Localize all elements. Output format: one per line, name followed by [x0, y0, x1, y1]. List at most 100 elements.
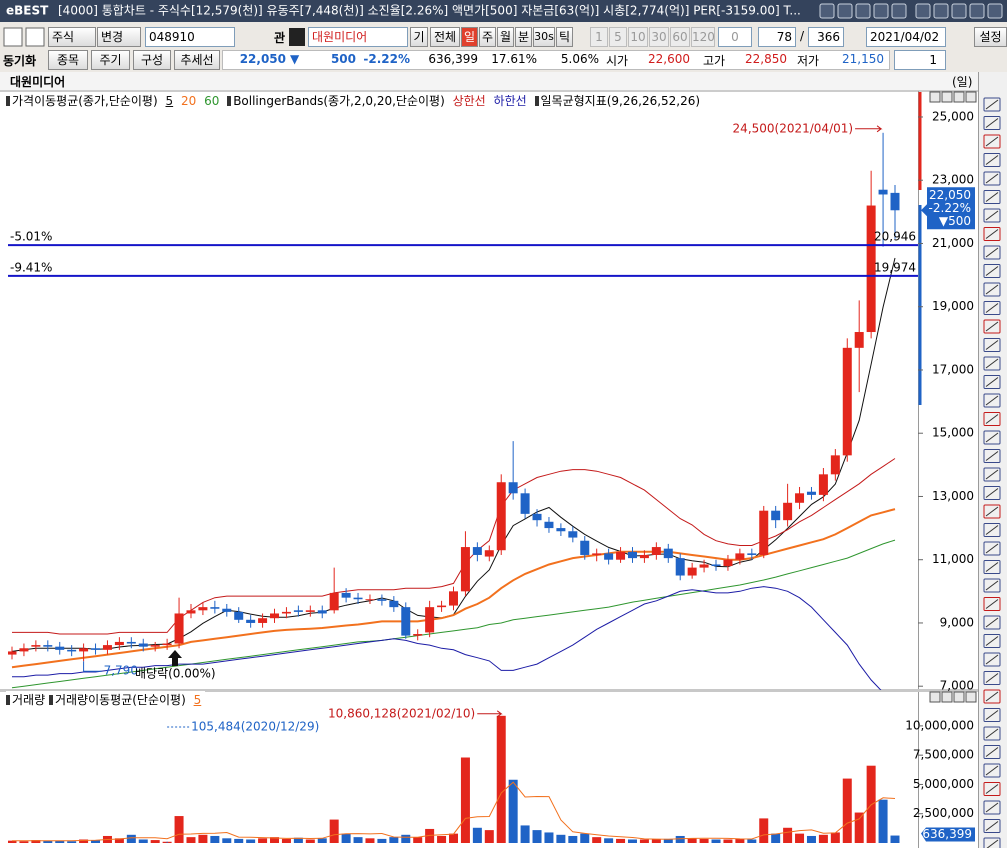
- candle-body: [890, 192, 900, 211]
- price-badge: [921, 187, 975, 230]
- flag[interactable]: 관: [274, 31, 286, 45]
- window-button: [873, 3, 889, 19]
- volume-legend: 거래량 거래량이동평균(단순이평) 5: [6, 691, 206, 708]
- window-button: [969, 3, 985, 19]
- annotation-arrow: [477, 710, 503, 718]
- candle-body: [186, 610, 196, 614]
- volume-bar: [305, 839, 315, 843]
- period-button[interactable]: 주: [479, 27, 496, 47]
- tool-icon: [983, 449, 1001, 463]
- window-button: [951, 3, 967, 19]
- tool-icon: [983, 264, 1001, 278]
- volume-bar: [663, 838, 673, 843]
- indicator-line: [12, 781, 896, 842]
- volume-bar: [389, 837, 399, 843]
- volume-bar: [568, 835, 578, 843]
- candle-body: [234, 611, 244, 620]
- candle-body: [258, 618, 268, 623]
- interval-button[interactable]: 60: [670, 27, 690, 47]
- tool-icon-glyph: [985, 636, 999, 646]
- tool-icon-glyph: [985, 710, 999, 720]
- tool-icon: [983, 726, 1001, 741]
- volume-bar: [91, 840, 101, 843]
- visible-input[interactable]: 78: [758, 27, 796, 47]
- volume-bar: [317, 838, 327, 843]
- legend-entry: 하한선: [493, 94, 527, 108]
- volume-bar: [806, 835, 816, 843]
- all-button[interactable]: 전체: [430, 27, 460, 47]
- tool-button[interactable]: 종목: [48, 50, 88, 70]
- market-select[interactable]: 주식: [48, 27, 96, 47]
- date-input[interactable]: 2021/04/02: [866, 27, 946, 47]
- page-select[interactable]: 1: [894, 50, 946, 70]
- window-button: [915, 3, 931, 19]
- volume-bar: [174, 816, 184, 843]
- period-button[interactable]: 틱: [556, 27, 573, 47]
- tool-button[interactable]: 구성: [133, 50, 171, 70]
- tool-icon-glyph: [985, 562, 999, 572]
- legend-label: 가격이동평균(종가,단순이평): [6, 94, 158, 108]
- period-button[interactable]: 일: [461, 27, 478, 47]
- period-button[interactable]: 월: [497, 27, 514, 47]
- candle-body: [842, 347, 852, 456]
- open-label: 시가: [606, 54, 629, 68]
- tool-icon: [983, 245, 1001, 260]
- candle-body: [389, 600, 399, 608]
- total-input[interactable]: 366: [808, 27, 844, 47]
- level-value: 19,974: [874, 260, 916, 274]
- tool-button[interactable]: 추세선: [174, 50, 220, 70]
- tool-icon-glyph: [985, 99, 999, 110]
- candle-body: [67, 649, 77, 652]
- candle-body: [806, 491, 816, 495]
- period-button[interactable]: 분: [515, 27, 532, 47]
- settings-button[interactable]: 설정: [974, 27, 1007, 47]
- window-title: [4000] 통합차트 - 주식수[12,579(천)] 유동주[7,448(천…: [58, 3, 801, 18]
- candle-body: [663, 548, 673, 559]
- volume-bar: [425, 828, 435, 843]
- tool-icon: [983, 227, 1001, 241]
- title-bar: [0, 0, 1007, 22]
- volume-bar: [353, 837, 363, 843]
- y-tick-label: 15,000: [932, 426, 974, 440]
- interval-button[interactable]: 1: [590, 27, 608, 47]
- volume-bar: [258, 838, 268, 843]
- candle-body: [496, 482, 506, 551]
- quote-turnover: 17.61%: [491, 52, 537, 66]
- period-button[interactable]: 30s: [533, 27, 555, 47]
- tool-button[interactable]: 주기: [91, 50, 130, 70]
- tool-icon-glyph: [985, 284, 999, 295]
- offset-input[interactable]: 0: [718, 27, 752, 47]
- candle-body: [341, 592, 351, 598]
- volume-bar: [31, 840, 41, 843]
- volume-bar: [377, 838, 387, 843]
- candle-body: [830, 455, 840, 475]
- quote-change: 500: [330, 52, 356, 66]
- gi-button[interactable]: 기: [410, 27, 428, 47]
- volume-bar: [484, 830, 494, 843]
- candle-body: [174, 613, 184, 644]
- max-annotation: 10,860,128(2021/02/10): [328, 706, 475, 720]
- volume-bar: [699, 838, 709, 843]
- sync-label: 동기화: [3, 54, 37, 68]
- window-button: [855, 3, 871, 19]
- interval-button[interactable]: 10: [628, 27, 648, 47]
- legend-entry: 5: [193, 693, 202, 707]
- price-plot: [8, 132, 900, 690]
- annotation-arrow: [855, 125, 883, 133]
- interval-button[interactable]: 120: [691, 27, 715, 47]
- legend-title: 일목균형지표(9,26,26,52,26): [540, 94, 701, 108]
- tool-icon: [983, 689, 1001, 704]
- candle-body: [592, 553, 602, 555]
- change-select[interactable]: 변경: [97, 27, 141, 47]
- tool-icon-glyph: [985, 599, 999, 609]
- candle-body: [425, 607, 435, 633]
- candle-body: [222, 608, 232, 612]
- interval-button[interactable]: 5: [609, 27, 627, 47]
- tool-icon: [983, 134, 1001, 149]
- tool-icon: [983, 190, 1001, 204]
- candle-body: [437, 605, 447, 608]
- candle-body: [771, 510, 781, 521]
- interval-button[interactable]: 30: [649, 27, 669, 47]
- code-input[interactable]: 048910: [145, 27, 235, 47]
